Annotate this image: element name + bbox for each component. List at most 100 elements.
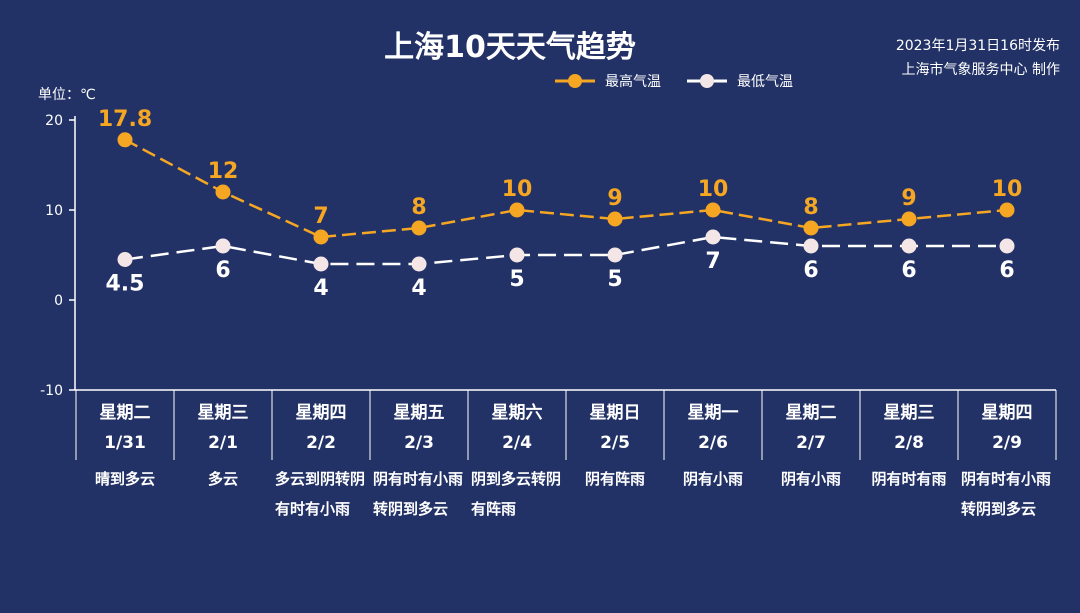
unit-label: 单位：℃: [38, 87, 96, 103]
x-category: 星期三 2/8: [860, 392, 958, 462]
low-temp-point: [901, 238, 917, 254]
high-temp-label: 10: [502, 177, 533, 202]
issue-time: 2023年1月31日16时发布: [895, 38, 1060, 54]
x-date-label: 1/31: [104, 433, 146, 453]
x-category: 星期四 2/2: [272, 392, 370, 462]
y-tick-label: 10: [45, 203, 63, 219]
x-category: 星期三 2/1: [174, 392, 272, 462]
high-temp-point: [999, 202, 1015, 218]
low-temp-point: [803, 238, 819, 254]
legend-swatch-low: [687, 74, 727, 88]
legend-entry-high: 最高气温: [555, 71, 661, 91]
high-temp-line: [124, 138, 1008, 239]
y-tick-label: 20: [45, 113, 63, 129]
x-weekday-label: 星期三: [197, 403, 249, 423]
x-category: 星期五 2/3: [370, 392, 468, 462]
chart-title: 上海10天天气趋势: [384, 30, 636, 65]
x-date-label: 2/6: [698, 433, 728, 453]
high-temp-label: 10: [698, 177, 729, 202]
x-category: 星期二 2/7: [762, 392, 860, 462]
low-temp-label: 4: [411, 276, 426, 301]
x-date-label: 2/3: [404, 433, 434, 453]
x-category: 星期日 2/5: [566, 392, 664, 462]
weather-description: 阴有阵雨: [584, 470, 645, 488]
x-weekday-label: 星期六: [491, 403, 543, 423]
x-date-label: 2/8: [894, 433, 924, 453]
high-temp-point: [705, 202, 721, 218]
legend-entry-low: 最低气温: [687, 71, 793, 91]
high-temp-point: [803, 220, 819, 236]
low-temp-label: 4: [313, 276, 328, 301]
low-temp-label: 6: [999, 258, 1014, 283]
weather-description: 晴到多云: [94, 470, 155, 488]
weather-labels: 晴到多云 多云 多云到阴转阴有时有小雨 阴有时有小雨转阴到多云 阴到多云转阴有阵雨 阴有阵…: [76, 464, 1056, 524]
low-temp-point: [411, 256, 427, 272]
x-date-label: 2/7: [796, 433, 826, 453]
y-tick-label: -10: [40, 383, 63, 399]
x-weekday-label: 星期日: [589, 403, 641, 423]
high-temp-point: [215, 184, 231, 200]
low-temp-point: [215, 238, 231, 254]
x-category: 星期二 1/31: [76, 392, 174, 462]
high-temp-label: 8: [803, 195, 818, 220]
weather-description: 多云到阴转阴有时有小雨: [275, 470, 366, 518]
low-temp-point: [705, 229, 721, 245]
issue-info: 2023年1月31日16时发布 上海市气象服务中心 制作: [800, 34, 1060, 82]
weather-description: 阴有小雨: [780, 470, 841, 488]
x-weekday-label: 星期四: [295, 403, 347, 423]
weather-description: 阴到多云转阴有阵雨: [471, 470, 562, 518]
low-temp-label: 4.5: [106, 272, 145, 297]
low-temp-label: 5: [607, 267, 622, 292]
high-temp-label: 12: [208, 159, 239, 184]
high-temp-label: 8: [411, 195, 426, 220]
x-date-label: 2/4: [502, 433, 532, 453]
x-axis-labels: 星期二 1/31 星期三 2/1 星期四 2/2 星期五 2/3 星期六 2/4 星期日 2/5 星期一…: [76, 392, 1056, 462]
x-weekday-label: 星期四: [981, 403, 1033, 423]
high-temp-point: [411, 220, 427, 236]
weather-description: 阴有时有小雨转阴到多云: [961, 470, 1052, 518]
low-temp-label: 7: [705, 249, 720, 274]
legend: 最高气温 最低气温: [555, 70, 819, 92]
low-temp-label: 5: [509, 267, 524, 292]
weather-description: 阴有时有雨: [871, 470, 947, 488]
low-temp-point: [999, 238, 1015, 254]
high-temp-point: [901, 211, 917, 227]
x-date-label: 2/2: [306, 433, 336, 453]
low-temp-label: 6: [901, 258, 916, 283]
issuer: 上海市气象服务中心 制作: [901, 62, 1060, 78]
x-date-label: 2/9: [992, 433, 1022, 453]
high-temp-point: [607, 211, 623, 227]
high-temp-label: 10: [992, 177, 1023, 202]
weather-description: 阴有小雨: [682, 470, 743, 488]
high-temp-point: [117, 132, 133, 148]
low-temp-label: 6: [803, 258, 818, 283]
low-temp-line: [124, 235, 1007, 266]
x-category: 星期四 2/9: [958, 392, 1056, 462]
x-weekday-label: 星期三: [883, 403, 935, 423]
high-temp-label: 7: [313, 204, 328, 229]
x-category: 星期一 2/6: [664, 392, 762, 462]
high-temp-point: [509, 202, 525, 218]
high-temp-label: 9: [607, 186, 622, 211]
x-weekday-label: 星期二: [99, 403, 151, 423]
x-category: 星期六 2/4: [468, 392, 566, 462]
low-temp-point: [313, 256, 329, 272]
x-weekday-label: 星期五: [393, 403, 445, 423]
low-temp-label: 6: [215, 258, 230, 283]
low-temp-point: [607, 247, 623, 263]
low-temp-point: [509, 247, 525, 263]
high-temp-label: 9: [901, 186, 916, 211]
x-weekday-label: 星期二: [785, 403, 837, 423]
weather-description: 阴有时有小雨转阴到多云: [373, 470, 464, 518]
y-tick-label: 0: [54, 293, 63, 309]
legend-label-low: 最低气温: [737, 74, 793, 90]
weather-description: 多云: [207, 470, 238, 488]
x-date-label: 2/5: [600, 433, 630, 453]
high-temp-point: [313, 229, 329, 245]
x-date-label: 2/1: [208, 433, 238, 453]
legend-label-high: 最高气温: [605, 74, 661, 90]
low-temp-point: [117, 252, 133, 267]
x-weekday-label: 星期一: [687, 403, 739, 423]
legend-swatch-high: [555, 74, 595, 88]
